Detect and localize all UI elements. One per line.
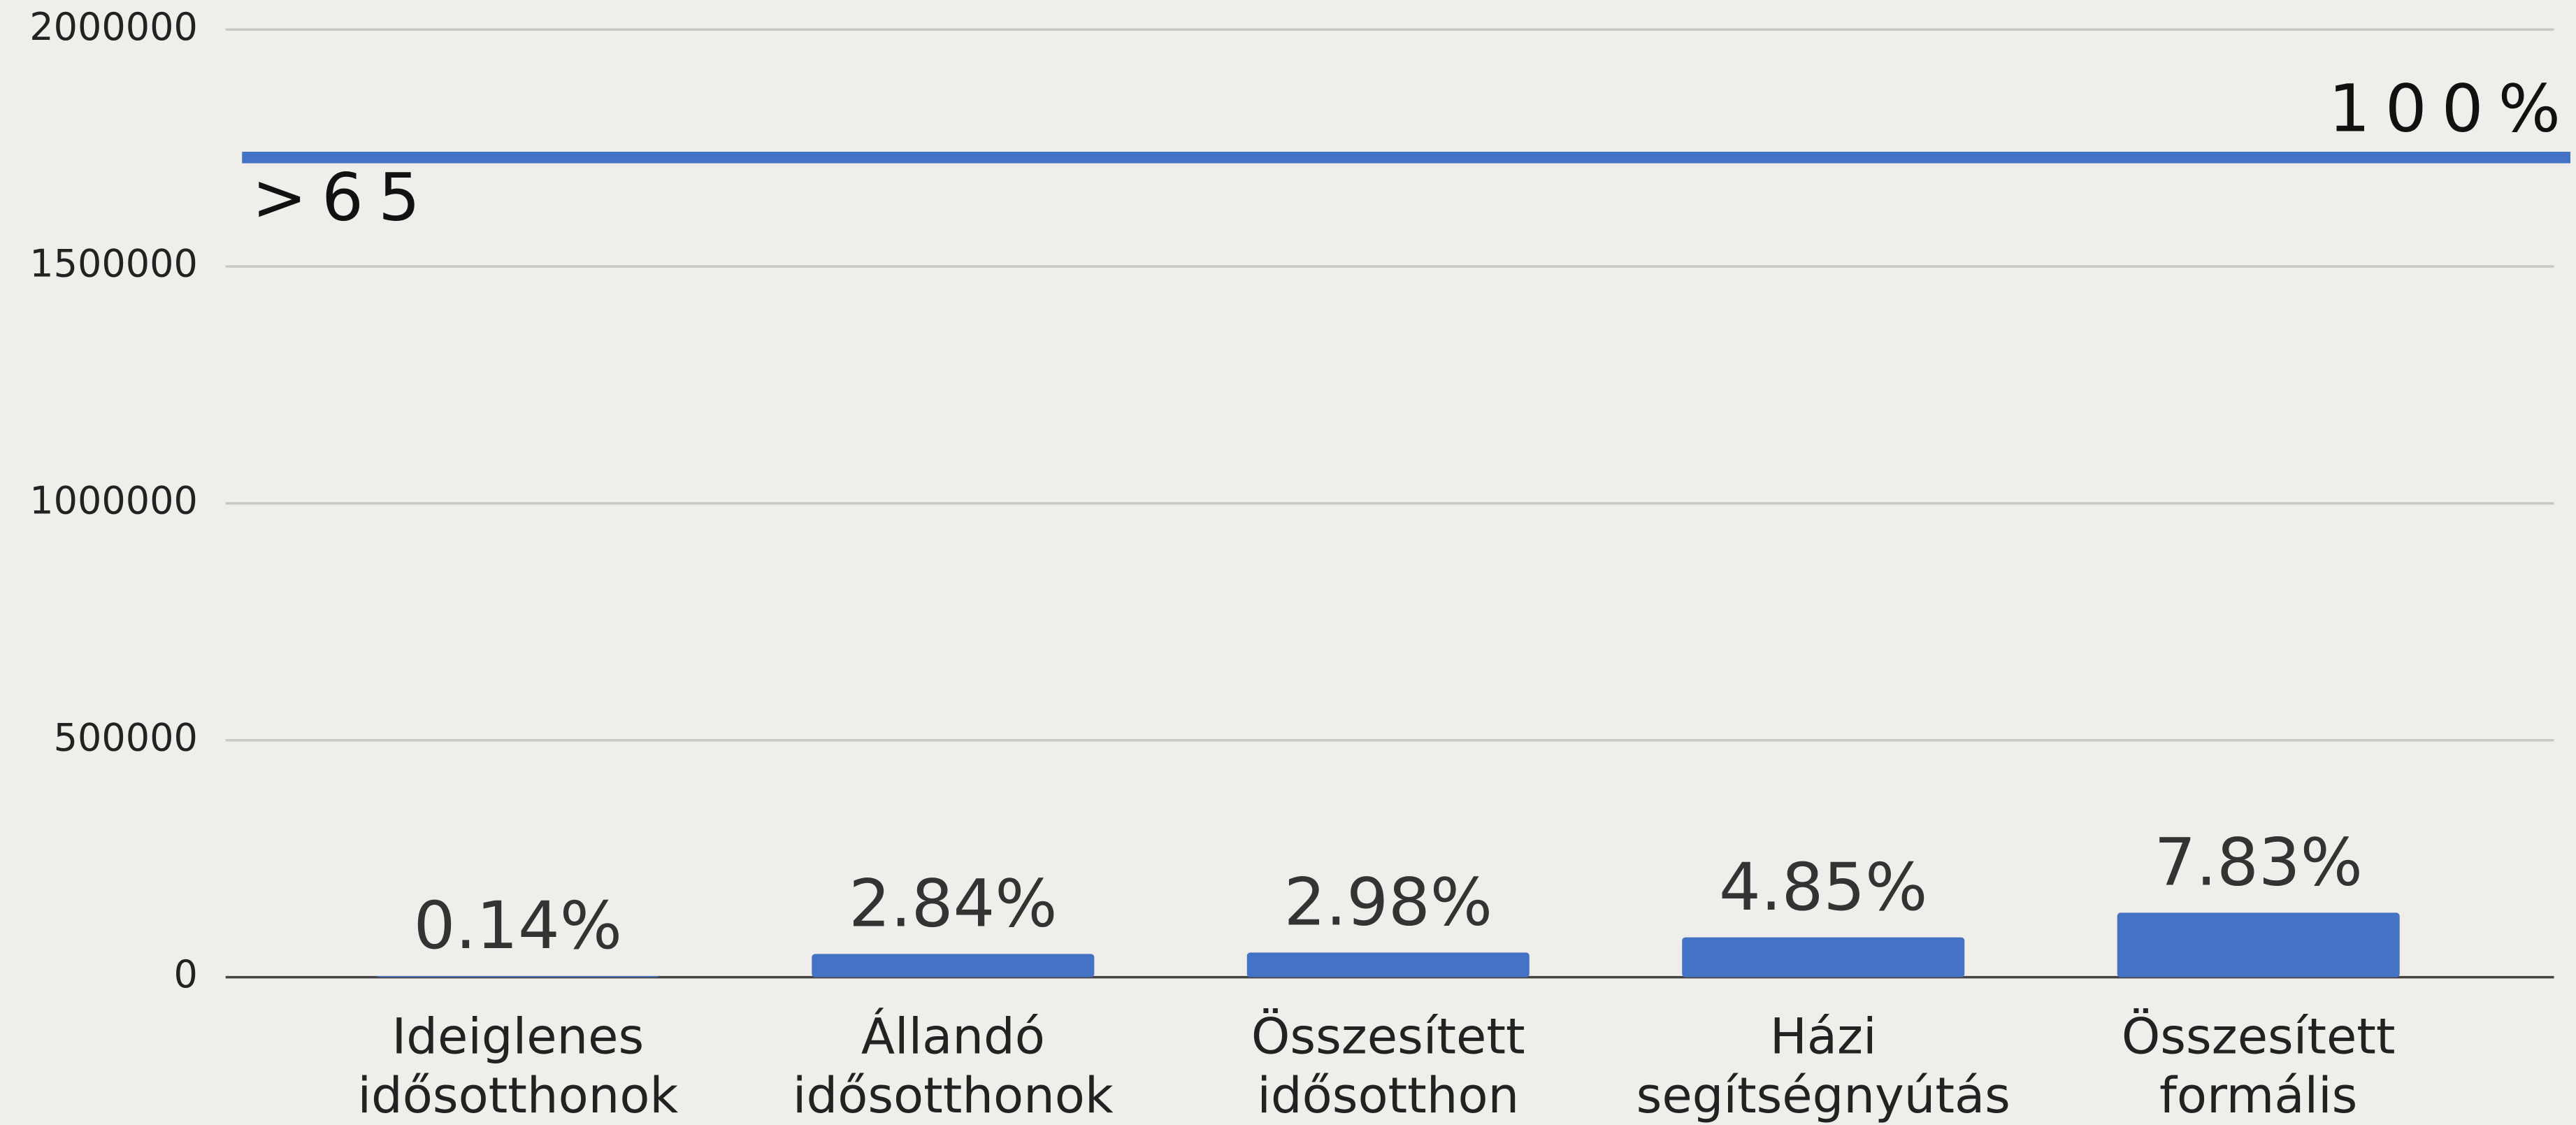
data-label: 2.98%: [1284, 864, 1492, 940]
bar: [1246, 952, 1530, 977]
data-label: 4.85%: [1719, 850, 1927, 926]
bar: [376, 975, 659, 977]
y-tick-label: 500000: [54, 715, 198, 759]
y-tick-label: 1500000: [29, 242, 198, 286]
x-tick-label: formális: [2159, 1067, 2357, 1124]
reference-group-label: >65: [252, 160, 435, 236]
y-tick-label: 0: [173, 952, 197, 996]
x-tick-label: Ideiglenes: [391, 1008, 644, 1065]
x-tick-label: Összesített: [1251, 1007, 1525, 1065]
data-label: 0.14%: [414, 888, 622, 964]
x-tick-label: segítségnyútás: [1636, 1067, 2010, 1124]
bar: [1682, 937, 1965, 977]
x-tick-label: Házi: [1770, 1008, 1877, 1065]
data-label: 2.84%: [849, 866, 1057, 942]
x-tick-label: idősotthonok: [793, 1067, 1114, 1124]
x-tick-label: idősotthon: [1257, 1067, 1519, 1124]
bar: [2117, 912, 2400, 977]
reference-label: 100%: [2329, 71, 2575, 148]
data-label: 7.83%: [2154, 825, 2362, 901]
y-tick-label: 2000000: [29, 5, 198, 49]
x-tick-label: idősotthonok: [357, 1067, 678, 1124]
y-tick-label: 1000000: [29, 479, 198, 523]
x-tick-label: Állandó: [861, 1007, 1045, 1065]
bar: [812, 954, 1095, 977]
x-tick-label: Összesített: [2122, 1007, 2396, 1065]
